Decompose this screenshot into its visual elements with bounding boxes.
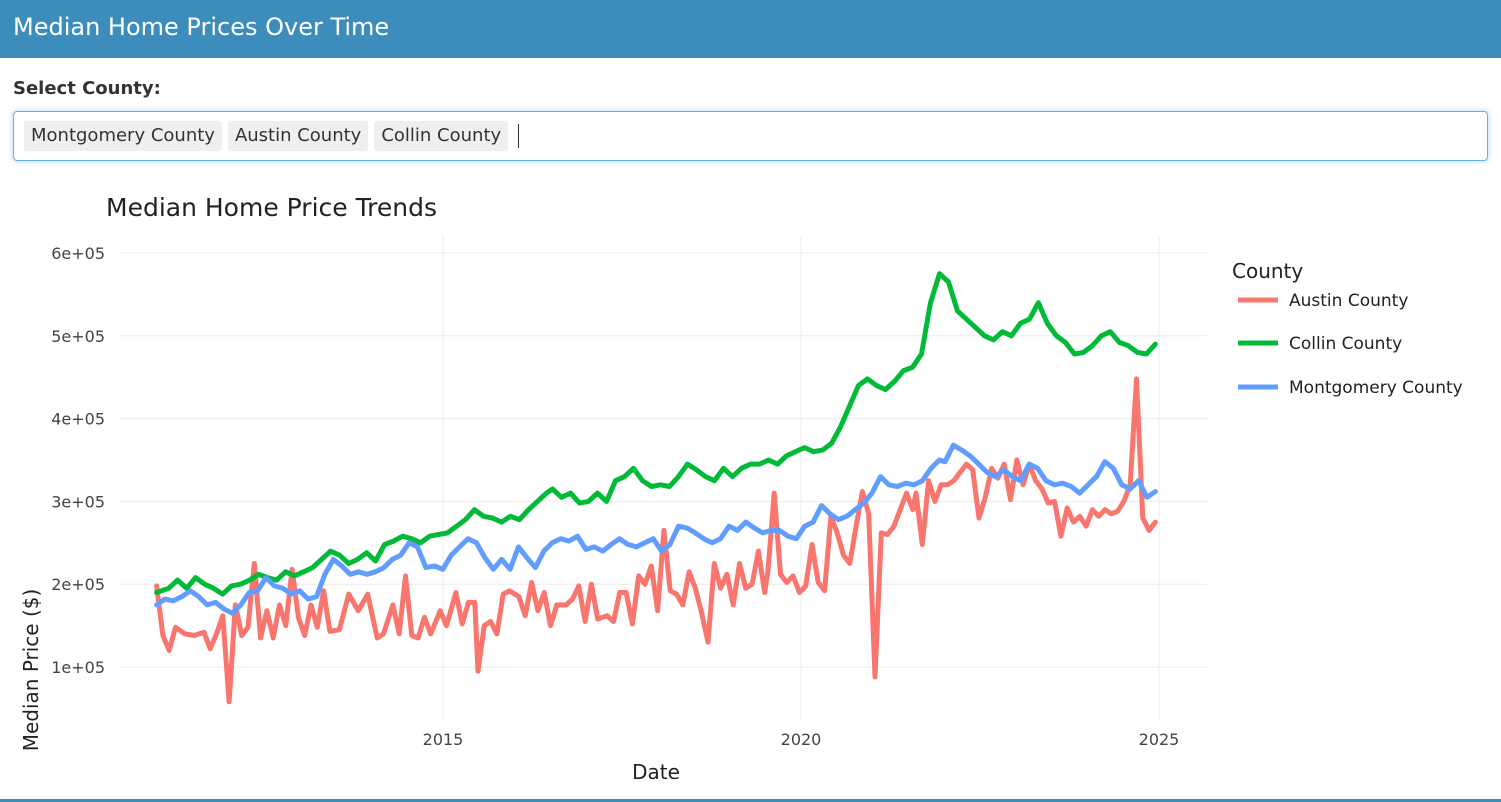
county-chip-montgomery[interactable]: Montgomery County [24, 121, 222, 151]
y-tick-labels: 1e+05 2e+05 3e+05 4e+05 5e+05 6e+05 [51, 244, 105, 677]
x-tick-label: 2025 [1139, 730, 1180, 749]
legend-label[interactable]: Montgomery County [1289, 378, 1463, 398]
y-tick-label: 4e+05 [51, 410, 105, 429]
y-tick-label: 6e+05 [51, 244, 105, 263]
chart-grid [120, 235, 1207, 720]
x-tick-labels: 2015 2020 2025 [423, 730, 1180, 749]
x-tick-label: 2020 [781, 730, 822, 749]
y-tick-label: 2e+05 [51, 575, 105, 594]
series-line-austin-county[interactable] [154, 376, 1158, 705]
county-chip-collin[interactable]: Collin County [374, 121, 509, 151]
y-tick-label: 5e+05 [51, 327, 105, 346]
county-select-label: Select County: [13, 78, 161, 99]
app-header: Median Home Prices Over Time [0, 0, 1501, 58]
price-trend-chart: Median Home Price Trends 1e+05 2e+05 3e+05… [0, 180, 1501, 800]
selected-counties: Montgomery County Austin County Collin C… [24, 121, 520, 151]
text-cursor [518, 124, 520, 148]
county-multiselect[interactable]: Montgomery County Austin County Collin C… [13, 111, 1488, 161]
series-lines [154, 271, 1158, 705]
series-line-collin-county[interactable] [154, 271, 1158, 597]
legend-label[interactable]: Austin County [1289, 291, 1408, 311]
chart-legend: County Austin County Collin County Montgom… [1232, 259, 1463, 398]
y-tick-label: 1e+05 [51, 658, 105, 677]
x-tick-label: 2015 [423, 730, 464, 749]
chart-svg: Median Home Price Trends 1e+05 2e+05 3e+05… [19, 193, 1463, 784]
y-axis-label: Median Price ($) [19, 589, 43, 752]
bottom-border [0, 799, 1501, 802]
series-line-montgomery-county[interactable] [154, 442, 1158, 616]
app-title: Median Home Prices Over Time [13, 13, 390, 41]
county-chip-austin[interactable]: Austin County [227, 121, 369, 151]
legend-title: County [1232, 259, 1303, 283]
y-tick-label: 3e+05 [51, 492, 105, 511]
legend-label[interactable]: Collin County [1289, 334, 1402, 354]
chart-title: Median Home Price Trends [106, 193, 437, 222]
x-axis-label: Date [632, 760, 680, 784]
